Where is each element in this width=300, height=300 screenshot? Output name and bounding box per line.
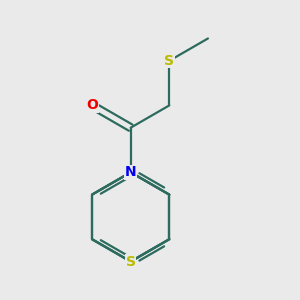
Text: N: N (125, 165, 136, 179)
Text: S: S (126, 254, 136, 268)
Text: S: S (164, 54, 174, 68)
Text: O: O (86, 98, 98, 112)
